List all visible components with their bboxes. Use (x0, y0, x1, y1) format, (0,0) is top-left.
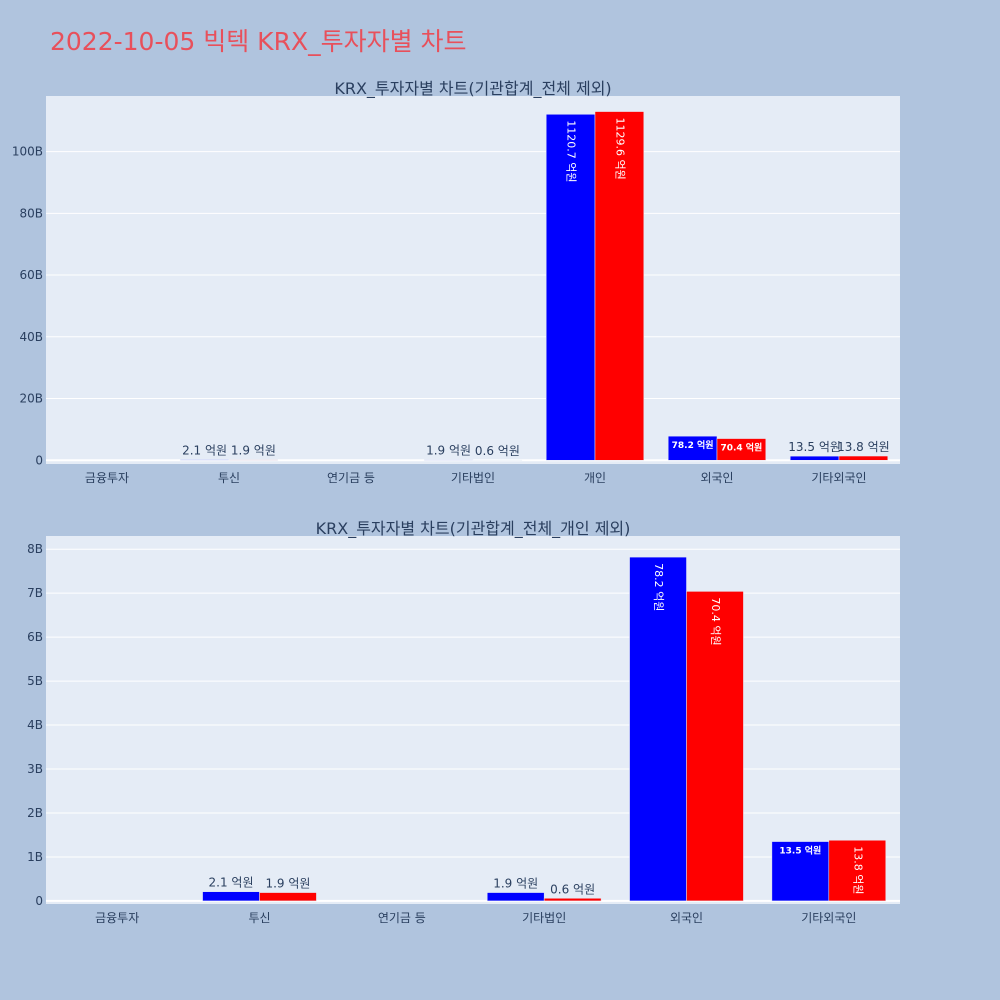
y-tick-label: 7B (27, 586, 43, 600)
data-label: 13.8 억원 (851, 846, 864, 894)
y-tick-label: 1B (27, 850, 43, 864)
x-tick-label: 투신 (218, 471, 240, 485)
x-tick-label: 투신 (248, 911, 270, 925)
x-tick-label: 기타법인 (522, 911, 566, 925)
chart-1: 0 20B 40B 60B 80B 100B KRX_투자자별 차트(기관합계_전체 제외)… (12, 79, 900, 485)
x-tick-label: 외국인 (670, 911, 703, 925)
data-label: 78.2 억원 (652, 563, 665, 611)
data-label: 78.2 억원 (672, 439, 714, 451)
data-label: 13.5 억원 (779, 845, 821, 857)
bar (716, 438, 767, 461)
y-tick-label: 5B (27, 674, 43, 688)
data-label: 2.1 억원 (209, 876, 254, 890)
x-tick-label: 금융투자 (85, 471, 129, 485)
y-tick-label: 0 (35, 453, 43, 467)
data-label: 1129.6 억원 (613, 118, 626, 180)
bar (545, 114, 596, 461)
data-label: 70.4 억원 (720, 442, 762, 454)
data-label: 1120.7 억원 (565, 120, 578, 182)
y-tick-label: 3B (27, 762, 43, 776)
data-label: 1.9 억원 (493, 877, 538, 891)
data-label: 13.5 억원 (788, 440, 841, 454)
data-label: 13.8 억원 (837, 440, 890, 454)
bar (202, 891, 260, 902)
x-tick-label: 기타외국인 (811, 471, 866, 485)
y-tick-label: 40B (19, 330, 43, 344)
y-tick-label: 80B (19, 206, 43, 220)
data-label: 1.9 억원 (231, 444, 276, 458)
page-title: 2022-10-05 빅텍 KRX_투자자별 차트 (50, 27, 467, 56)
bar (686, 591, 744, 902)
x-tick-label: 개인 (584, 471, 606, 485)
bar (838, 455, 889, 461)
bar (629, 556, 687, 902)
bar (423, 459, 474, 461)
y-tick-label: 0 (35, 894, 43, 908)
data-label: 1.9 억원 (265, 877, 310, 891)
y-tick-label: 8B (27, 542, 43, 556)
bar (228, 459, 279, 461)
data-label: 2.1 억원 (182, 444, 227, 458)
bar (543, 898, 602, 902)
chart-title: KRX_투자자별 차트(기관합계_전체 제외) (334, 79, 611, 99)
bar (179, 459, 230, 461)
bar (594, 111, 645, 461)
bar (667, 435, 718, 461)
bar (771, 841, 830, 902)
x-tick-label: 외국인 (700, 471, 733, 485)
chart-2: 0 1B 2B 3B 4B 5B 6B 7B 8B KRX_투자자별 차트(기관합계_전체_개인 … (27, 519, 900, 925)
chart-title: KRX_투자자별 차트(기관합계_전체_개인 제외) (316, 519, 631, 539)
x-tick-label: 연기금 등 (378, 911, 426, 925)
y-tick-label: 100B (12, 145, 43, 159)
bar (486, 892, 545, 902)
y-tick-label: 4B (27, 718, 43, 732)
y-tick-label: 20B (19, 392, 43, 406)
x-tick-label: 연기금 등 (327, 471, 375, 485)
x-tick-label: 금융투자 (95, 911, 139, 925)
y-tick-label: 60B (19, 268, 43, 282)
bar (789, 455, 840, 461)
data-label: 1.9 억원 (426, 444, 471, 458)
data-label: 0.6 억원 (475, 444, 520, 458)
plot-area (46, 96, 900, 464)
data-label: 0.6 억원 (550, 882, 595, 896)
data-label: 70.4 억원 (709, 597, 722, 645)
y-tick-label: 6B (27, 630, 43, 644)
y-tick-label: 2B (27, 806, 43, 820)
plot-area (46, 536, 900, 904)
x-tick-label: 기타법인 (451, 471, 495, 485)
bar (828, 839, 887, 902)
x-tick-label: 기타외국인 (801, 911, 856, 925)
bar (259, 892, 317, 902)
